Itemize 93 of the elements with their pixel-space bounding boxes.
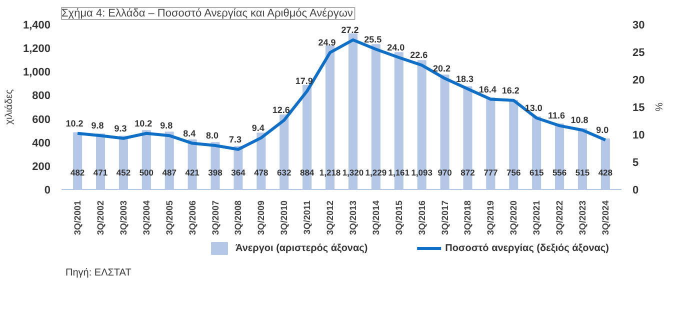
data-label: 1,161 [388,168,410,178]
x-tick-label: 3Q/2015 [394,200,404,236]
data-label: 10.2 [134,118,152,128]
x-tick-label: 3Q/2004 [141,200,152,236]
y2-tick-label: 30 [632,20,645,32]
y-axis-title: χιλιάδες [4,89,15,125]
data-label: 16.2 [502,85,520,96]
data-label: 20.2 [433,63,451,74]
x-tick-label: 3Q/2020 [508,200,519,236]
y-tick-label: 400 [32,137,51,150]
legend-label: Ποσοστό ανεργίας (δεξιός άξονας) [445,243,609,254]
data-label: 1,229 [365,168,387,178]
x-tick-label: 3Q/2013 [348,200,358,236]
y-tick-label: 1,400 [22,20,51,32]
chart-title: Σχήμα 4: Ελλάδα – Ποσοστό Ανεργίας και Αριθμός Ανέργων [62,8,354,20]
data-label: 364 [231,168,246,178]
data-label: 478 [254,168,269,178]
data-label: 756 [506,168,521,178]
data-label: 777 [484,168,498,178]
x-tick-label: 3Q/2019 [486,200,496,236]
data-label: 7.3 [228,134,242,144]
data-label: 970 [438,168,452,178]
x-tick-label: 3Q/2012 [325,200,336,236]
y2-tick-label: 25 [632,47,645,59]
data-label: 9.8 [160,120,173,131]
y2-tick-label: 5 [632,157,639,169]
x-tick-label: 3Q/2011 [302,200,312,235]
data-label: 16.4 [478,84,496,94]
data-label: 421 [185,168,200,178]
data-label: 1,320 [342,168,364,178]
data-label: 25.5 [364,34,382,44]
y2-axis-title: % [652,102,664,112]
y-tick-label: 200 [32,160,51,173]
text: Πηγή: ΕΛΣΤΑΤ [66,268,132,278]
data-label: 9.8 [91,120,104,131]
data-label: 11.6 [548,110,566,121]
y2-tick-label: 0 [632,184,639,196]
x-tick-label: 3Q/2024 [600,200,610,236]
x-tick-label: 3Q/2023 [577,200,588,236]
data-label: 13.0 [524,103,542,113]
data-label: 22.6 [410,50,428,60]
x-tick-label: 3Q/2006 [187,200,198,236]
data-label: 1,093 [411,168,433,178]
x-tick-label: 3Q/2008 [233,200,244,236]
y-tick-label: 1,200 [22,43,51,56]
y2-tick-label: 15 [632,102,645,114]
data-label: 12.6 [272,105,290,116]
data-label: 428 [598,168,613,178]
y-tick-label: 0 [44,184,51,196]
data-label: 471 [93,168,108,178]
data-label: 9.4 [252,122,264,133]
data-label: 884 [300,168,314,178]
x-tick-label: 3Q/2001 [72,200,83,236]
data-label: 556 [552,168,567,178]
data-label: 8.0 [206,130,219,140]
y-tick-label: 600 [32,114,51,126]
x-tick-label: 3Q/2002 [96,200,106,236]
data-label: 17.9 [295,76,313,86]
data-label: 500 [139,168,154,178]
x-tick-label: 3Q/2014 [370,200,381,236]
data-label: 452 [116,168,131,178]
legend-label: Άνεργοι (αριστερός άξονας) [236,243,368,254]
x-tick-label: 3Q/2017 [440,200,450,236]
x-tick-label: 3Q/2005 [164,200,174,236]
data-label: 18.3 [456,74,474,84]
data-label: 398 [208,168,223,178]
y-tick-label: 1,000 [22,66,51,79]
y2-tick-label: 10 [632,130,645,142]
data-label: 8.4 [183,128,196,138]
data-label: 24.9 [318,38,336,48]
y2-tick-label: 20 [632,74,645,86]
x-tick-label: 3Q/2009 [256,200,266,236]
data-label: 487 [162,168,177,178]
data-label: 27.2 [341,24,359,35]
data-label: 10.2 [66,118,84,128]
x-tick-label: 3Q/2021 [532,200,542,236]
x-tick-label: 3Q/2018 [462,200,473,236]
x-tick-label: 3Q/2003 [118,200,128,236]
data-label: 9.0 [596,125,609,135]
x-tick-label: 3Q/2007 [210,200,220,236]
y-tick-label: 800 [32,90,51,102]
x-tick-label: 3Q/2016 [416,200,427,236]
x-tick-label: 3Q/2022 [554,200,565,236]
data-label: 632 [277,168,292,178]
data-label: 24.0 [387,42,405,52]
data-label: 1,218 [319,168,341,178]
data-label: 9.3 [114,123,127,134]
data-label: 482 [70,168,85,178]
x-tick-label: 3Q/2010 [279,200,290,236]
data-label: 10.8 [570,115,588,126]
data-label: 515 [575,168,590,178]
data-label: 615 [529,168,544,178]
data-label: 872 [460,168,476,178]
